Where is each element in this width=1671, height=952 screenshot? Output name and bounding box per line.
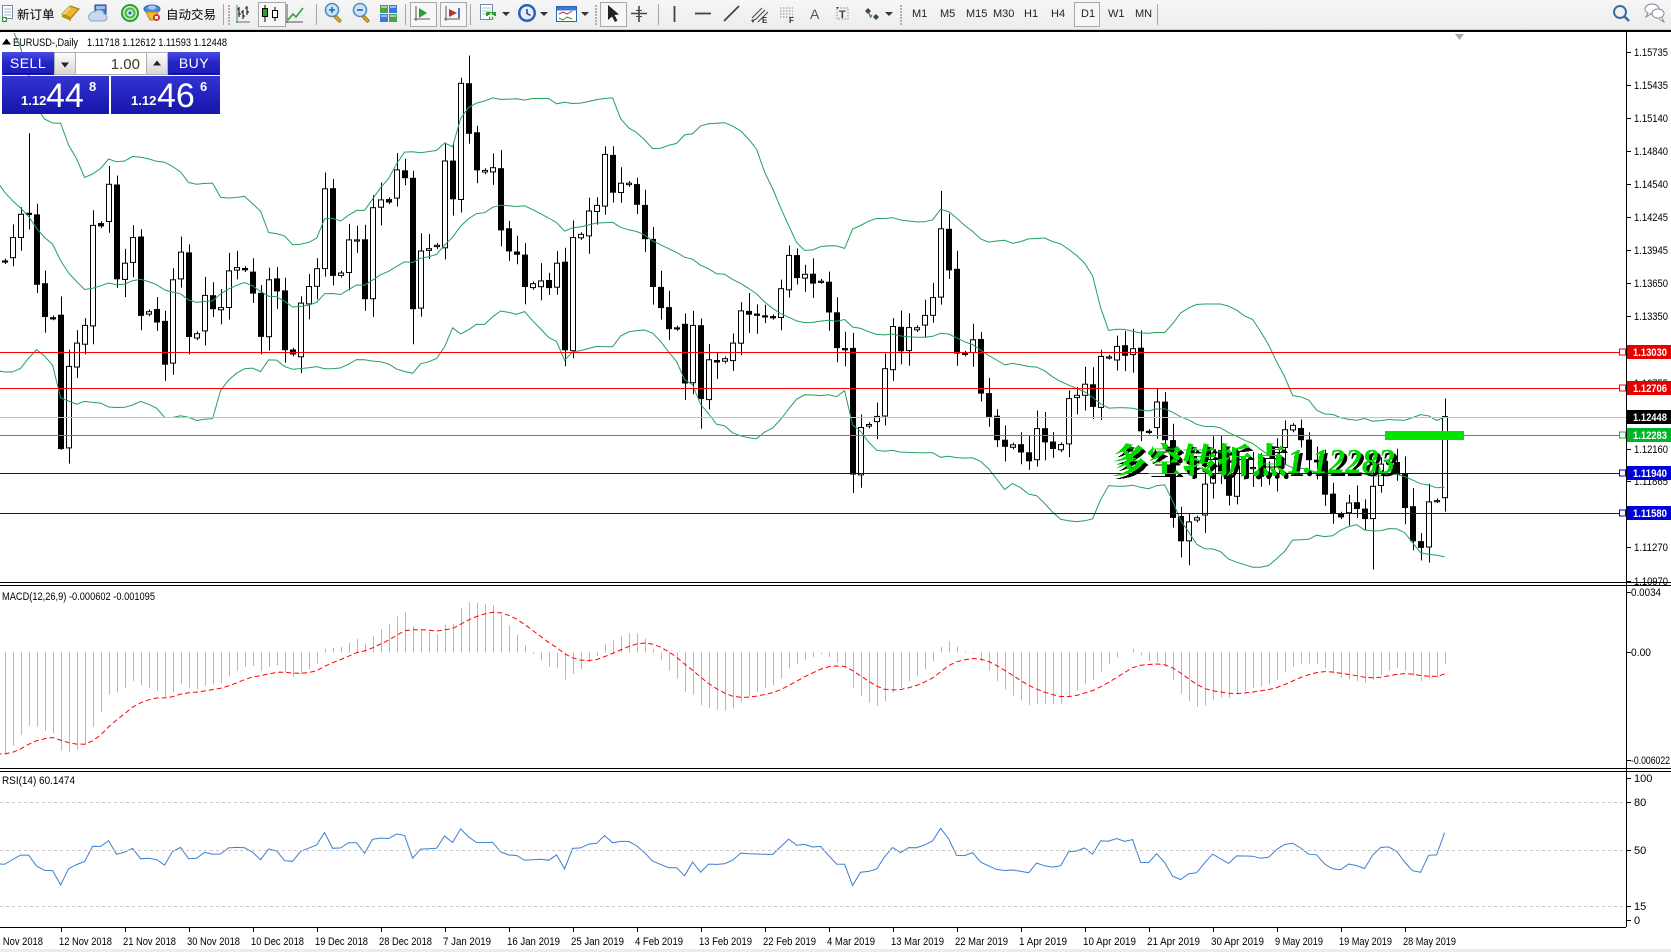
svg-text:10 Dec 2018: 10 Dec 2018 xyxy=(251,936,304,948)
svg-text:9 May 2019: 9 May 2019 xyxy=(1275,936,1323,948)
svg-text:10 Apr 2019: 10 Apr 2019 xyxy=(1083,936,1136,948)
svg-text:22 Mar 2019: 22 Mar 2019 xyxy=(955,936,1008,948)
svg-text:19 May 2019: 19 May 2019 xyxy=(1339,936,1392,948)
svg-text:28 May 2019: 28 May 2019 xyxy=(1403,936,1456,948)
svg-text:M15: M15 xyxy=(966,8,987,20)
svg-text:100: 100 xyxy=(1634,773,1652,785)
svg-text:30 Apr 2019: 30 Apr 2019 xyxy=(1211,936,1264,948)
svg-text:4 Mar 2019: 4 Mar 2019 xyxy=(827,936,875,948)
svg-text:28 Dec 2018: 28 Dec 2018 xyxy=(379,936,432,948)
svg-text:1 Apr 2019: 1 Apr 2019 xyxy=(1019,936,1067,948)
svg-text:EURUSD-,Daily: EURUSD-,Daily xyxy=(13,37,78,49)
svg-text:T: T xyxy=(839,9,846,21)
svg-text:12 Nov 2018: 12 Nov 2018 xyxy=(59,936,112,948)
svg-text:1.12160: 1.12160 xyxy=(1634,444,1668,456)
svg-text:H1: H1 xyxy=(1024,8,1038,20)
svg-text:1.13350: 1.13350 xyxy=(1634,311,1668,323)
svg-text:1.11718 1.12612 1.11593 1.1244: 1.11718 1.12612 1.11593 1.12448 xyxy=(87,37,227,49)
svg-text:M5: M5 xyxy=(940,8,955,20)
svg-text:80: 80 xyxy=(1634,797,1646,809)
svg-text:1.14245: 1.14245 xyxy=(1634,212,1668,224)
svg-text:H4: H4 xyxy=(1051,8,1065,20)
svg-text:1.11580: 1.11580 xyxy=(1633,508,1667,520)
svg-text:MN: MN xyxy=(1135,8,1152,20)
svg-text:19 Dec 2018: 19 Dec 2018 xyxy=(315,936,368,948)
svg-text:13 Feb 2019: 13 Feb 2019 xyxy=(699,936,752,948)
svg-text:1.11270: 1.11270 xyxy=(1634,542,1668,554)
svg-text:1.15140: 1.15140 xyxy=(1634,113,1668,125)
svg-text:15: 15 xyxy=(1634,901,1646,913)
svg-text:RSI(14) 60.1474: RSI(14) 60.1474 xyxy=(2,775,75,787)
svg-text:MACD(12,26,9) -0.000602 -0.001: MACD(12,26,9) -0.000602 -0.001095 xyxy=(2,591,155,603)
svg-text:1.12448: 1.12448 xyxy=(1633,412,1667,424)
svg-text:1.14540: 1.14540 xyxy=(1634,179,1668,191)
svg-text:1.12283: 1.12283 xyxy=(1633,430,1667,442)
svg-text:E: E xyxy=(762,16,768,25)
svg-text:21 Nov 2018: 21 Nov 2018 xyxy=(123,936,176,948)
svg-text:D1: D1 xyxy=(1081,8,1095,20)
svg-text:W1: W1 xyxy=(1108,8,1125,20)
svg-text:M30: M30 xyxy=(993,8,1014,20)
svg-text:50: 50 xyxy=(1634,845,1646,857)
svg-text:1.11940: 1.11940 xyxy=(1633,468,1667,480)
svg-text:4 Feb 2019: 4 Feb 2019 xyxy=(635,936,683,948)
svg-text:1.12706: 1.12706 xyxy=(1633,383,1667,395)
svg-text:22 Feb 2019: 22 Feb 2019 xyxy=(763,936,816,948)
svg-text:F: F xyxy=(789,16,794,25)
svg-text:25 Jan 2019: 25 Jan 2019 xyxy=(571,936,624,948)
svg-text:1.13030: 1.13030 xyxy=(1633,347,1667,359)
svg-text:21 Apr 2019: 21 Apr 2019 xyxy=(1147,936,1200,948)
svg-text:0: 0 xyxy=(1634,915,1640,927)
svg-text:A: A xyxy=(810,6,820,22)
svg-text:1.12283: 1.12283 xyxy=(1287,442,1395,481)
svg-text:7 Jan 2019: 7 Jan 2019 xyxy=(443,936,491,948)
svg-text:0.0034: 0.0034 xyxy=(1631,587,1661,599)
svg-text:16 Jan 2019: 16 Jan 2019 xyxy=(507,936,560,948)
svg-text:1.13650: 1.13650 xyxy=(1634,278,1668,290)
svg-text:2 Nov 2018: 2 Nov 2018 xyxy=(0,936,43,948)
svg-text:1.12283: 1.12283 xyxy=(1290,445,1398,484)
svg-text:30 Nov 2018: 30 Nov 2018 xyxy=(187,936,240,948)
svg-text:1.14840: 1.14840 xyxy=(1634,146,1668,158)
svg-text:13 Mar 2019: 13 Mar 2019 xyxy=(891,936,944,948)
svg-text:-0.006022: -0.006022 xyxy=(1631,755,1670,767)
svg-text:0.00: 0.00 xyxy=(1631,647,1651,659)
svg-text:M1: M1 xyxy=(912,8,927,20)
svg-text:1.15435: 1.15435 xyxy=(1634,80,1668,92)
svg-text:1.15735: 1.15735 xyxy=(1634,47,1668,59)
svg-text:1.13945: 1.13945 xyxy=(1634,245,1668,257)
